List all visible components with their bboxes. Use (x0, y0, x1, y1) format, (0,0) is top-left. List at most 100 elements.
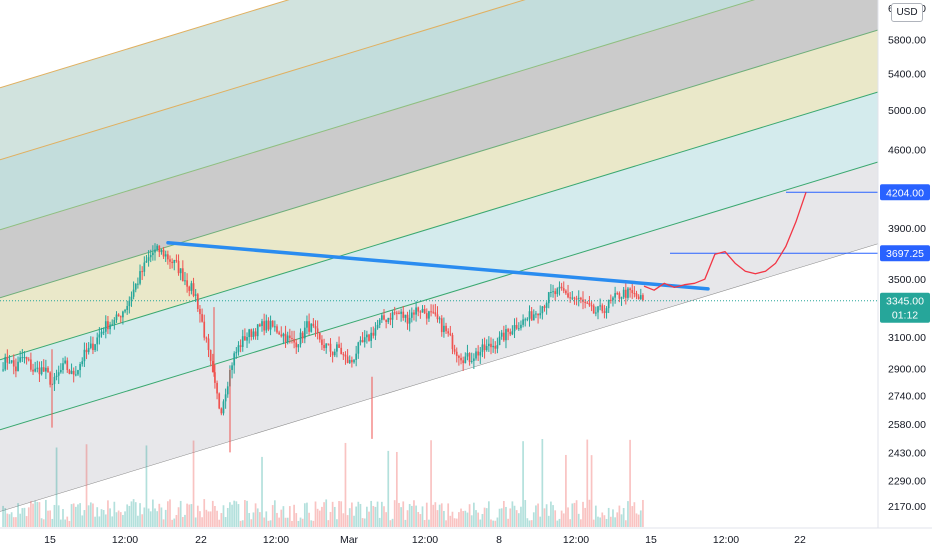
volume-bar (348, 508, 351, 527)
volume-bar (8, 514, 11, 527)
time-tick-label: 12:00 (112, 534, 138, 546)
candle-body (582, 299, 584, 302)
volume-bar (64, 519, 66, 527)
volume-bar (233, 500, 236, 527)
candle-body (535, 313, 537, 315)
candle-body (278, 332, 280, 335)
candle-body (393, 312, 396, 314)
candle-body (66, 360, 69, 370)
volume-bar (560, 510, 563, 527)
candle-body (282, 333, 285, 337)
volume-bar (181, 517, 184, 527)
candle-body (402, 311, 405, 318)
candle-body (62, 363, 64, 370)
volume-bar (89, 502, 92, 527)
candle-body (468, 353, 471, 362)
volume-bar (175, 515, 178, 527)
volume-bar (425, 502, 428, 527)
volume-bar (119, 512, 122, 527)
volume-bar (588, 499, 591, 527)
candle-body (308, 321, 310, 332)
volume-bar (134, 502, 137, 527)
volume-bar (98, 516, 101, 527)
volume-bar (470, 515, 473, 527)
candle-body (404, 314, 407, 318)
volume-bar (333, 506, 336, 527)
volume-bar (141, 514, 144, 527)
candle-body (567, 293, 569, 298)
volume-bar (413, 500, 415, 527)
candle-body (639, 295, 642, 299)
candle-body (239, 345, 242, 347)
price-tick-label: 3100.00 (888, 332, 926, 344)
volume-bar (51, 518, 54, 527)
volume-bar (68, 520, 71, 527)
fan-line (0, 0, 526, 161)
currency-badge[interactable]: USD (891, 3, 923, 22)
candle-body (158, 245, 161, 253)
candle-body (122, 311, 124, 318)
volume-bar (220, 513, 223, 527)
candle-body (423, 308, 426, 314)
candle-body (85, 349, 88, 353)
volume-bar (605, 518, 608, 527)
volume-bar (494, 520, 497, 527)
volume-bar (27, 507, 30, 527)
candle-body (254, 331, 257, 337)
candle-body (513, 325, 516, 332)
candle-body (312, 323, 315, 327)
volume-bar (218, 519, 221, 527)
candle-body (455, 351, 458, 356)
volume-bar (36, 501, 39, 527)
fan-line (0, 0, 290, 89)
volume-bar (132, 499, 135, 527)
candle-body (614, 293, 616, 298)
volume-bar (94, 516, 96, 527)
volume-bar (261, 456, 263, 527)
volume-bar (286, 517, 289, 527)
volume-bar (582, 501, 584, 527)
candle-body (134, 283, 137, 290)
volume-bar (599, 517, 601, 527)
candle-body (276, 326, 278, 333)
time-axis-background[interactable] (0, 528, 932, 550)
candle-body (552, 291, 554, 293)
candle-body (387, 317, 390, 323)
candle-body (490, 343, 492, 348)
candle-body (139, 271, 141, 284)
volume-bar (34, 500, 37, 527)
volume-bar (342, 513, 345, 527)
candle-body (196, 294, 199, 309)
candle-body (231, 365, 233, 370)
volume-bar (428, 519, 430, 527)
candle-body (545, 303, 548, 308)
volume-bar (40, 518, 43, 527)
candle-body (462, 360, 465, 364)
candle-body (288, 335, 291, 338)
volume-bar (359, 503, 362, 527)
candle-body (511, 331, 514, 335)
candle-body (222, 401, 225, 414)
volume-bar (432, 504, 435, 527)
candle-body (502, 332, 505, 341)
fan-band (0, 92, 878, 430)
volume-bar (336, 519, 338, 527)
candle-body (273, 326, 276, 328)
price-axis-background[interactable] (878, 0, 932, 528)
candle-body (316, 328, 319, 334)
candle-body (119, 316, 122, 318)
candle-body (237, 345, 240, 352)
volume-bar (188, 504, 191, 527)
candle-body (599, 305, 601, 307)
volume-bar (244, 500, 246, 527)
candle-body (507, 329, 509, 332)
candle-body (325, 343, 328, 349)
volume-bar (280, 509, 283, 527)
volume-bar (85, 444, 88, 527)
fan-line (0, 0, 756, 231)
volume-bar (612, 509, 614, 527)
candle-body (293, 338, 295, 343)
price-tick-label: 5800.00 (888, 35, 926, 47)
